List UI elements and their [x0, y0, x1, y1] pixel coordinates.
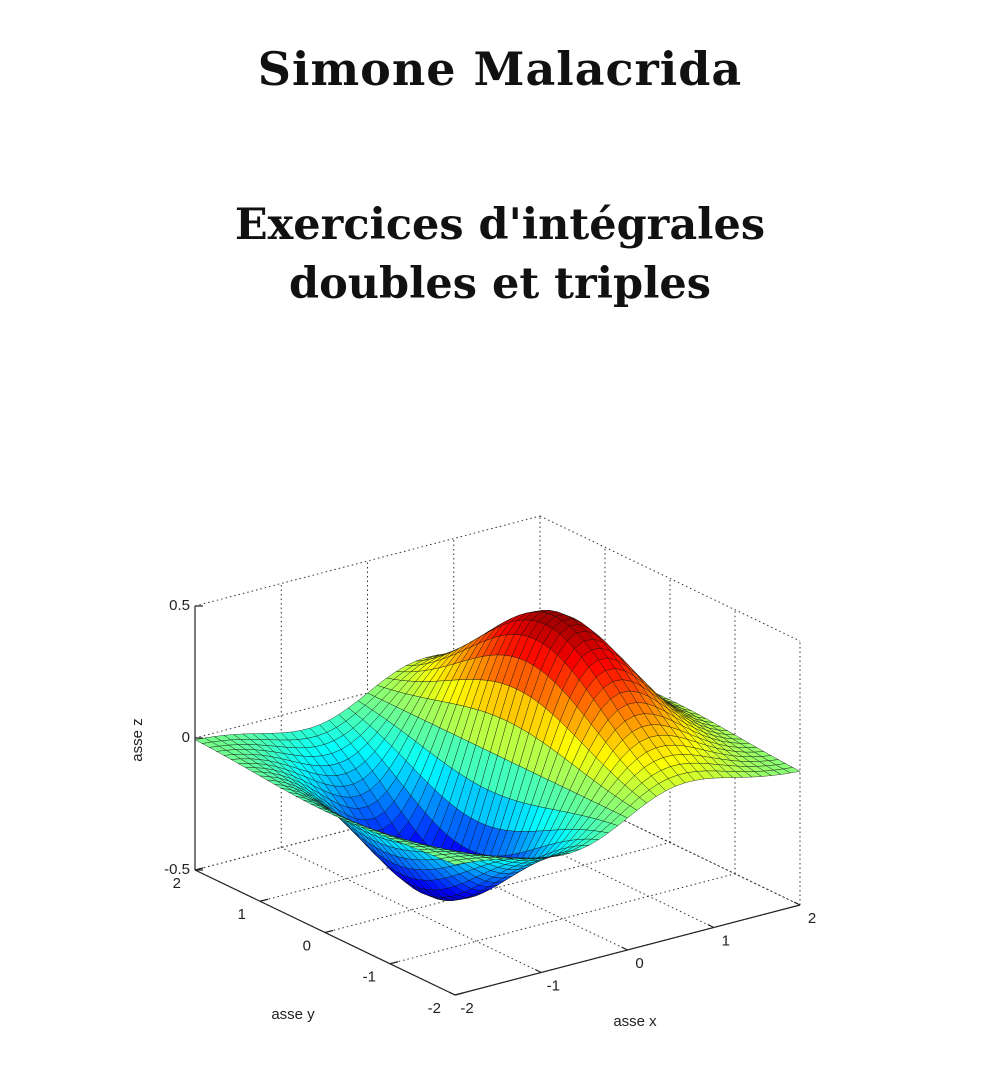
- author: Simone Malacrida: [257, 42, 743, 96]
- y-tick-label: -1: [363, 969, 376, 986]
- floor-grid: [281, 847, 542, 973]
- x-axis-label: asse x: [613, 1013, 657, 1030]
- x-tick-label: -1: [547, 977, 560, 994]
- z-tick-label: -0.5: [164, 861, 190, 878]
- x-tick-label: 1: [722, 932, 730, 949]
- tick-mark: [259, 898, 269, 902]
- x-tick-label: -2: [460, 1000, 473, 1017]
- x-tick-label: 2: [808, 910, 816, 927]
- tick-mark: [707, 923, 715, 929]
- floor-grid: [453, 802, 714, 928]
- surface-patch: [447, 859, 466, 865]
- tick-mark: [454, 992, 464, 996]
- floor-grid: [367, 824, 628, 951]
- tick-mark: [389, 961, 399, 965]
- tick-mark: [621, 946, 628, 951]
- wall-grid: [539, 515, 801, 642]
- tick-mark: [793, 901, 801, 906]
- wall-grid: [539, 779, 801, 906]
- z-tick-label: 0: [182, 729, 190, 746]
- title-line: doubles et triples: [289, 259, 711, 309]
- y-tick-label: 2: [173, 875, 181, 892]
- tick-mark: [324, 929, 334, 934]
- y-tick-label: 1: [238, 906, 246, 923]
- tick-mark: [194, 867, 204, 871]
- floor-grid: [389, 873, 736, 965]
- z-axis-label: asse z: [129, 718, 146, 761]
- tick-mark: [534, 968, 542, 974]
- z-tick-label: 0.5: [169, 597, 190, 614]
- wall-grid: [194, 515, 541, 607]
- y-tick-label: -2: [428, 1000, 441, 1017]
- title-line: Exercices d'intégrales: [234, 200, 766, 250]
- y-axis-label: asse y: [271, 1006, 315, 1023]
- floor-grid: [324, 842, 671, 933]
- y-tick-label: 0: [303, 937, 311, 954]
- tick-mark: [448, 991, 456, 996]
- x-tick-label: 0: [635, 955, 643, 972]
